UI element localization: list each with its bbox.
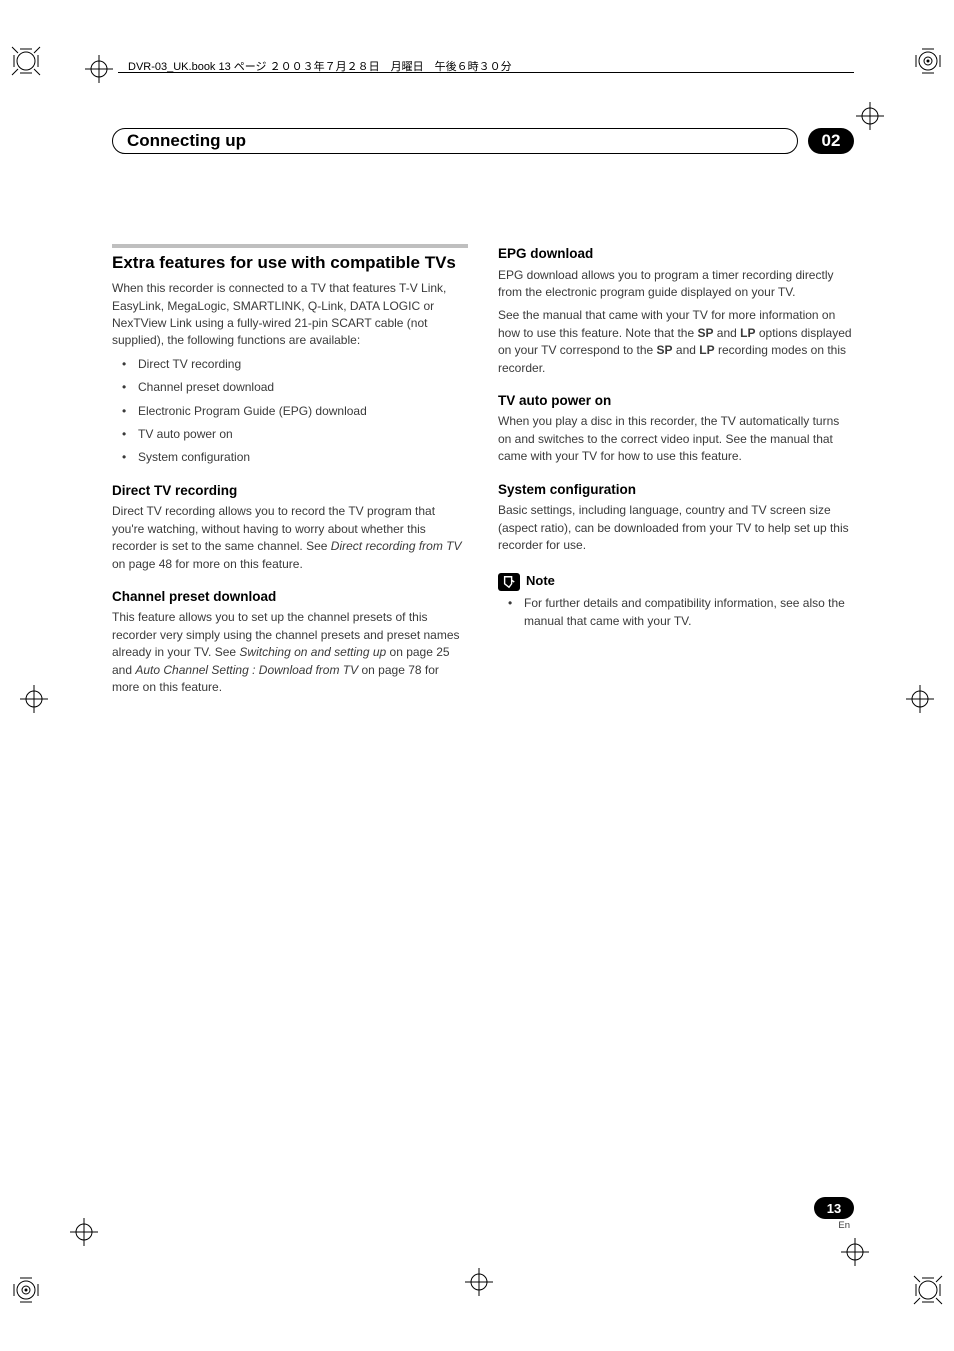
crossmark (70, 1218, 98, 1246)
list-item: For further details and compatibility in… (514, 595, 854, 630)
cropmark-top-right (912, 45, 944, 77)
heading-channel-preset: Channel preset download (112, 587, 468, 607)
heading-system-config: System configuration (498, 480, 854, 500)
intro-text: When this recorder is connected to a TV … (112, 280, 468, 350)
note-list: For further details and compatibility in… (498, 595, 854, 630)
note-label: Note (526, 572, 555, 591)
title-bar: Connecting up 02 (112, 128, 854, 154)
list-item: Direct TV recording (128, 356, 468, 373)
chapter-number: 02 (808, 128, 854, 154)
note-header: Note (498, 572, 854, 591)
crossmark (906, 685, 934, 713)
right-column: EPG download EPG download allows you to … (498, 244, 854, 696)
list-item: TV auto power on (128, 426, 468, 443)
crossmark (20, 685, 48, 713)
section-rule (112, 244, 468, 248)
two-columns: Extra features for use with compatible T… (112, 244, 854, 696)
heading-tv-auto: TV auto power on (498, 391, 854, 411)
reference: Auto Channel Setting : Download from TV (135, 663, 358, 677)
heading-epg: EPG download (498, 244, 854, 264)
channel-preset-text: This feature allows you to set up the ch… (112, 609, 468, 696)
direct-tv-text: Direct TV recording allows you to record… (112, 503, 468, 573)
reference: Switching on and setting up (239, 645, 386, 659)
heading-direct-tv: Direct TV recording (112, 481, 468, 501)
header-meta-line (118, 72, 854, 73)
lp-label: LP (740, 326, 755, 340)
crossmark (465, 1268, 493, 1296)
cropmark-bottom-right (912, 1274, 944, 1306)
list-item: System configuration (128, 449, 468, 466)
text: and (673, 343, 700, 357)
system-config-text: Basic settings, including language, coun… (498, 502, 854, 554)
tv-auto-text: When you play a disc in this recorder, t… (498, 413, 854, 465)
text: and (713, 326, 740, 340)
sp-label: SP (657, 343, 673, 357)
crossmark (856, 102, 884, 130)
sp-label: SP (697, 326, 713, 340)
reference: Direct recording from TV (331, 539, 462, 553)
text: on page 48 for more on this feature. (112, 557, 303, 571)
page-content: Connecting up 02 Extra features for use … (112, 128, 854, 696)
crossmark (841, 1238, 869, 1266)
lp-label: LP (699, 343, 714, 357)
page-language: En (838, 1220, 850, 1231)
heading-extra-features: Extra features for use with compatible T… (112, 252, 468, 273)
crossmark (85, 55, 113, 83)
epg-text-2: See the manual that came with your TV fo… (498, 307, 854, 377)
chapter-title: Connecting up (112, 128, 798, 154)
list-item: Electronic Program Guide (EPG) download (128, 403, 468, 420)
list-item: Channel preset download (128, 379, 468, 396)
page-number: 13 (814, 1197, 854, 1219)
left-column: Extra features for use with compatible T… (112, 244, 468, 696)
epg-text-1: EPG download allows you to program a tim… (498, 267, 854, 302)
cropmark-bottom-left (10, 1274, 42, 1306)
cropmark-top-left (10, 45, 42, 77)
features-list: Direct TV recording Channel preset downl… (112, 356, 468, 467)
note-icon (498, 573, 520, 591)
